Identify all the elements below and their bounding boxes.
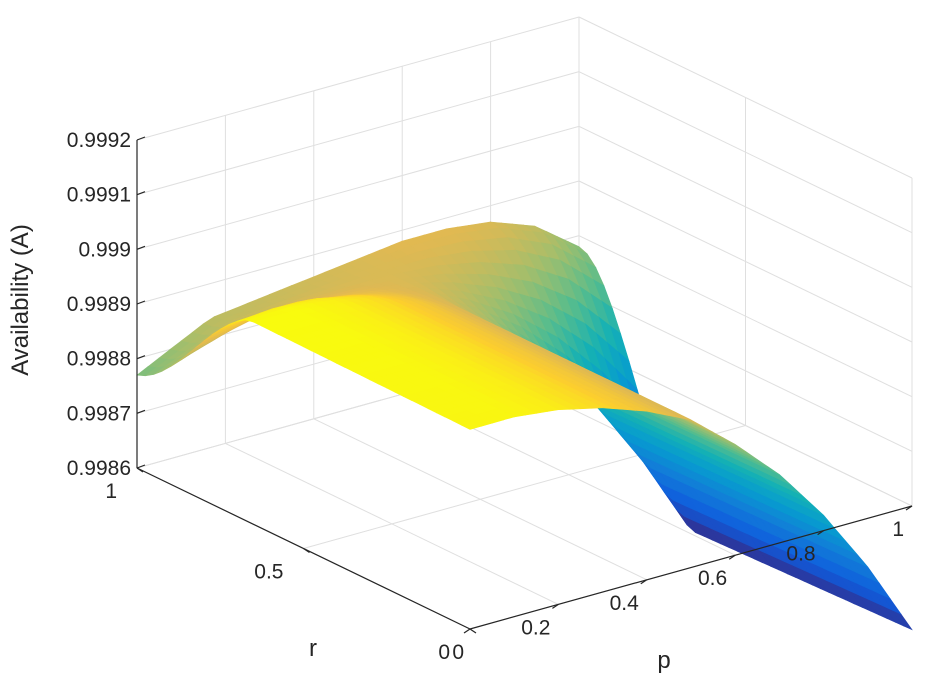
x-tick-mark xyxy=(552,603,559,609)
y-axis-label: r xyxy=(309,635,317,662)
x-tick-label: 0.2 xyxy=(521,616,550,639)
x-tick-label: 0.4 xyxy=(610,592,640,615)
z-tick-mark xyxy=(136,300,146,305)
z-axis-label: Availability (A) xyxy=(7,224,34,376)
y-tick-mark xyxy=(136,467,144,473)
surface-mesh xyxy=(136,221,913,631)
x-tick-mark xyxy=(728,554,736,560)
grid-line xyxy=(136,16,580,141)
x-axis-line xyxy=(469,505,913,630)
x-tick-label: 0 xyxy=(452,641,464,664)
grid-line xyxy=(578,71,913,234)
grid-line xyxy=(578,180,913,343)
y-tick-mark xyxy=(469,628,477,634)
z-tick-mark xyxy=(136,409,146,414)
grid-line xyxy=(578,125,913,288)
z-tick-label: 0.9987 xyxy=(67,402,131,425)
z-tick-mark xyxy=(136,464,146,469)
grid-line xyxy=(136,71,580,196)
x-tick-label: 0.8 xyxy=(786,543,815,566)
x-tick-mark xyxy=(905,505,913,511)
y-tick-mark xyxy=(303,548,310,553)
x-tick-label: 0.6 xyxy=(698,567,727,590)
z-tick-mark xyxy=(136,355,146,360)
z-tick-label: 0.9992 xyxy=(67,129,131,152)
z-tick-label: 0.9989 xyxy=(67,293,131,316)
grid-line xyxy=(136,125,580,250)
grid-line xyxy=(578,289,913,452)
z-tick-label: 0.999 xyxy=(78,238,131,261)
tick-labels: 00.20.40.60.8100.510.99860.99870.99880.9… xyxy=(67,129,904,664)
x-axis-label: p xyxy=(657,647,670,674)
z-tick-label: 0.9986 xyxy=(67,457,131,480)
z-tick-mark xyxy=(136,136,146,141)
x-tick-mark xyxy=(463,628,471,634)
x-tick-mark xyxy=(640,579,648,585)
x-tick-label: 1 xyxy=(892,518,904,541)
axes xyxy=(136,136,913,634)
z-tick-mark xyxy=(136,245,146,250)
z-tick-mark xyxy=(136,191,146,196)
surface-patch xyxy=(460,421,482,430)
grid-line xyxy=(578,235,913,398)
grid-line xyxy=(578,344,913,507)
grid-line xyxy=(136,180,580,305)
y-tick-label: 0.5 xyxy=(254,561,283,584)
y-tick-label: 1 xyxy=(105,480,117,503)
z-tick-label: 0.9988 xyxy=(67,348,131,371)
x-tick-mark xyxy=(817,530,824,536)
y-tick-label: 0 xyxy=(438,641,450,664)
z-tick-label: 0.9991 xyxy=(67,184,131,207)
grid-line xyxy=(578,16,913,179)
